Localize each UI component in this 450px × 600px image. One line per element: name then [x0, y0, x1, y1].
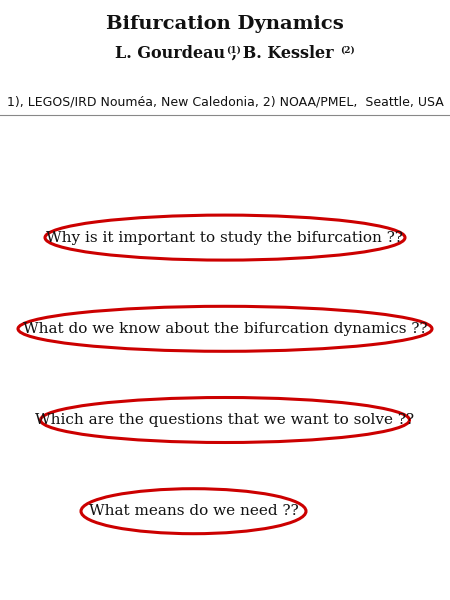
Text: (2): (2): [340, 45, 355, 54]
Text: (1): (1): [226, 45, 241, 54]
Text: L. Gourdeau: L. Gourdeau: [115, 44, 225, 62]
Text: Bifurcation Dynamics: Bifurcation Dynamics: [106, 15, 344, 33]
Text: What means do we need ??: What means do we need ??: [89, 504, 298, 518]
Text: , B. Kessler: , B. Kessler: [226, 44, 334, 62]
Text: Why is it important to study the bifurcation ??: Why is it important to study the bifurca…: [46, 230, 404, 245]
Text: 1), LEGOS/IRD Nouméa, New Caledonia, 2) NOAA/PMEL,  Seattle, USA: 1), LEGOS/IRD Nouméa, New Caledonia, 2) …: [7, 95, 443, 109]
Text: What do we know about the bifurcation dynamics ??: What do we know about the bifurcation dy…: [22, 322, 427, 336]
Text: Which are the questions that we want to solve ??: Which are the questions that we want to …: [36, 413, 414, 427]
